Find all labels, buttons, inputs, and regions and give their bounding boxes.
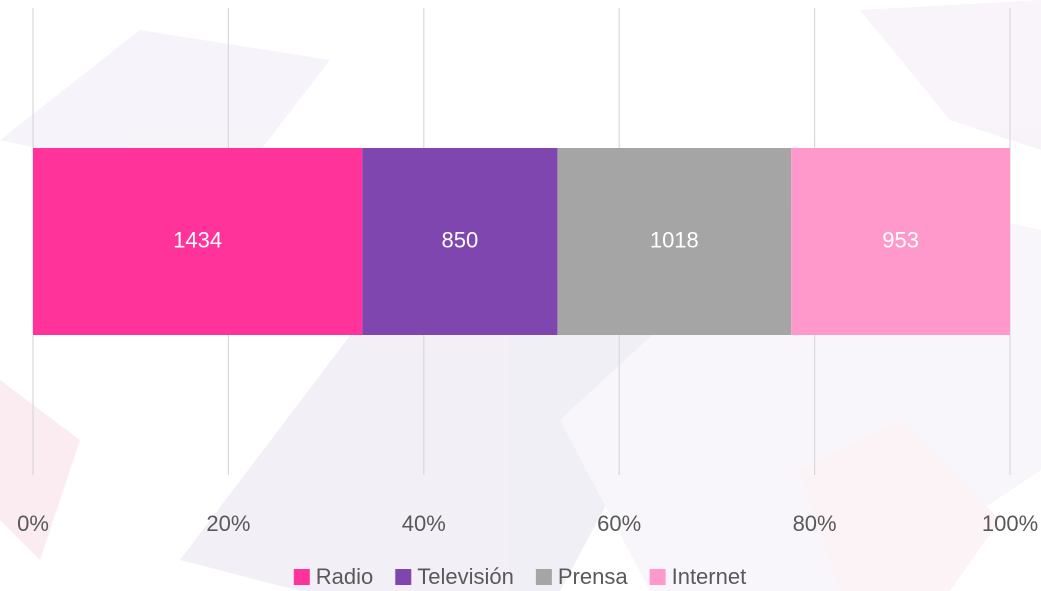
bar-segment	[557, 148, 792, 335]
legend-swatch	[395, 569, 412, 585]
data-label: 850	[441, 227, 478, 252]
legend-label: Prensa	[558, 564, 628, 589]
bar-segment	[33, 148, 363, 335]
x-axis: 0% 20% 40% 60% 80% 100%	[17, 511, 1038, 536]
x-tick-label: 60%	[597, 511, 641, 536]
x-tick-label: 40%	[402, 511, 446, 536]
bars: 1434 850 1018 953	[33, 148, 1010, 335]
legend-label: Internet	[672, 564, 747, 589]
legend-label: Radio	[316, 564, 373, 589]
data-label: 1018	[650, 227, 699, 252]
legend-label: Televisión	[417, 564, 514, 589]
legend-swatch	[649, 569, 666, 585]
x-tick-label: 100%	[982, 511, 1038, 536]
data-label: 1434	[173, 227, 222, 252]
bg-shape	[0, 380, 80, 560]
x-tick-label: 20%	[206, 511, 250, 536]
legend: Radio Televisión Prensa Internet	[293, 564, 747, 589]
data-label: 953	[882, 227, 919, 252]
bar-segment	[791, 148, 1010, 335]
legend-swatch	[535, 569, 552, 585]
bar-segment	[362, 148, 558, 335]
bg-shape	[860, 0, 1041, 150]
x-tick-label: 0%	[17, 511, 49, 536]
legend-swatch	[293, 569, 310, 585]
x-tick-label: 80%	[793, 511, 837, 536]
bg-shape	[800, 420, 1000, 591]
